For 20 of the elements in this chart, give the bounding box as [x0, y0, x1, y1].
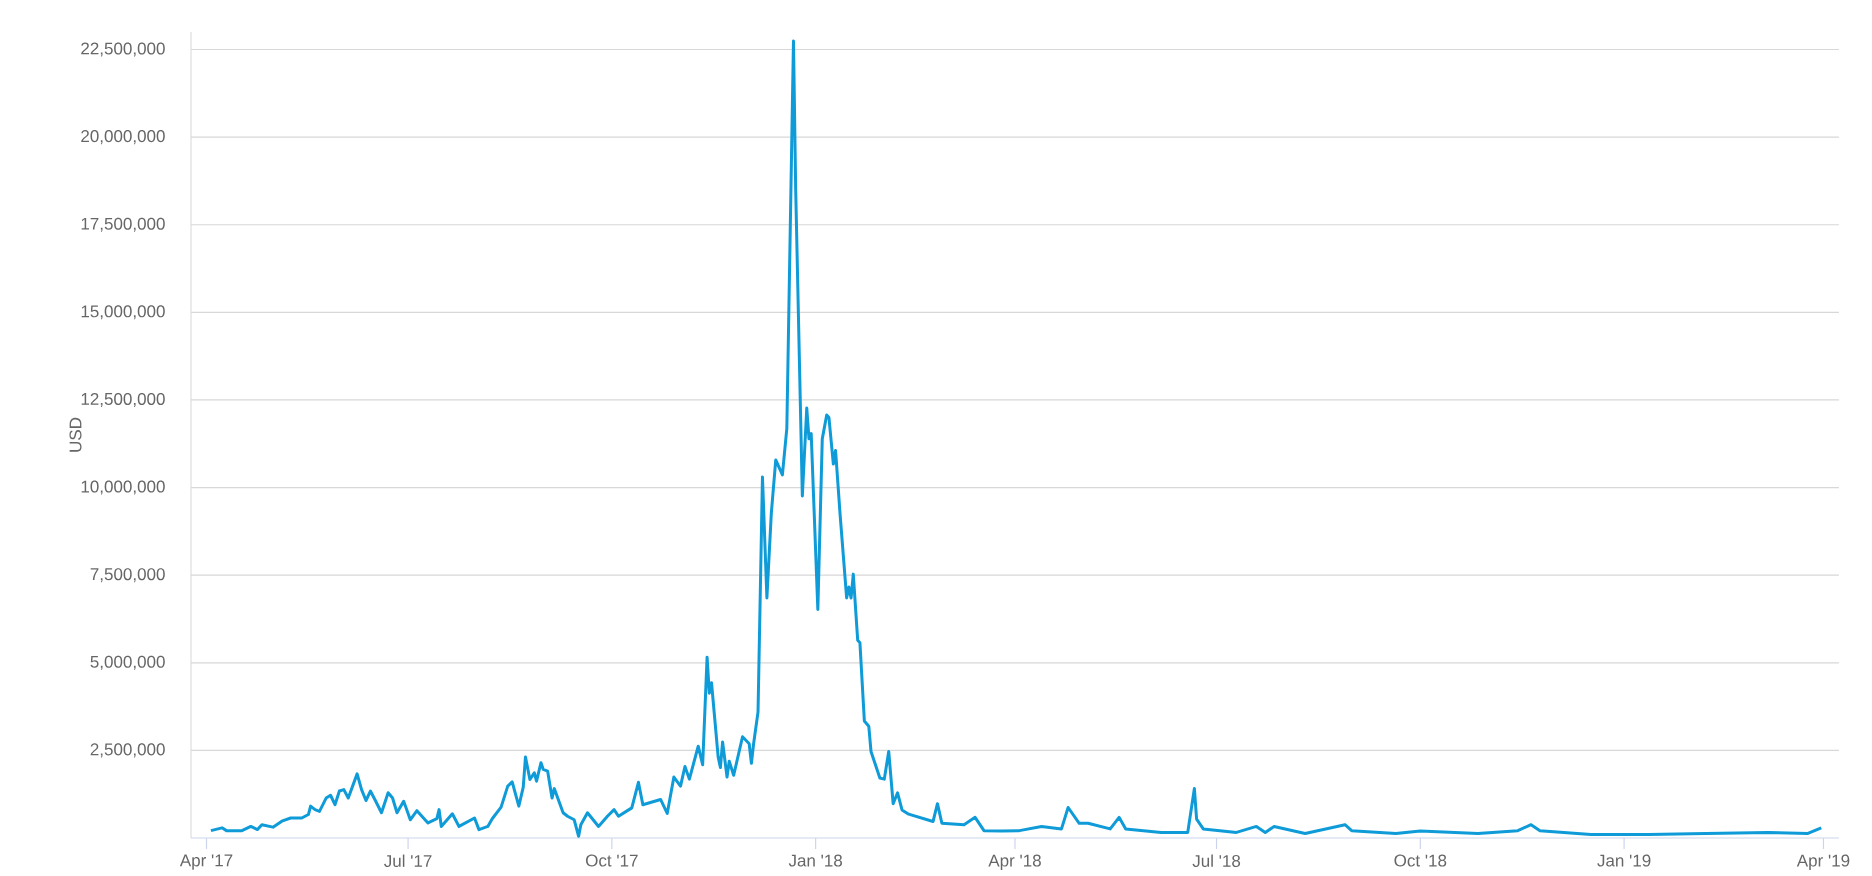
y-tick-label: 5,000,000: [90, 655, 165, 670]
x-tick-label: Jul '17: [384, 854, 432, 868]
y-tick-label: 7,500,000: [90, 568, 165, 583]
x-tick-label: Apr '18: [988, 854, 1041, 870]
x-tick-label: Jul '18: [1192, 854, 1241, 868]
y-tick-label: 2,500,000: [90, 743, 165, 758]
x-tick-label: Jan '18: [788, 854, 843, 867]
x-tick-label: Oct '18: [1394, 854, 1447, 867]
x-tick-label: Oct '17: [585, 854, 638, 867]
y-tick-label: 17,500,000: [81, 217, 165, 232]
x-tick-label: Jan '19: [1597, 854, 1651, 867]
line-series: [209, 39, 1823, 838]
y-tick-label: 22,500,000: [81, 42, 165, 57]
y-axis-title: USD: [69, 417, 82, 452]
y-tick-label: 20,000,000: [81, 130, 165, 145]
y-tick-label: 12,500,000: [81, 392, 165, 407]
x-tick-label: Apr '17: [179, 854, 233, 870]
y-tick-label: 10,000,000: [81, 480, 165, 495]
y-tick-label: 15,000,000: [81, 305, 165, 320]
x-tick-label: Apr '19: [1796, 854, 1850, 870]
